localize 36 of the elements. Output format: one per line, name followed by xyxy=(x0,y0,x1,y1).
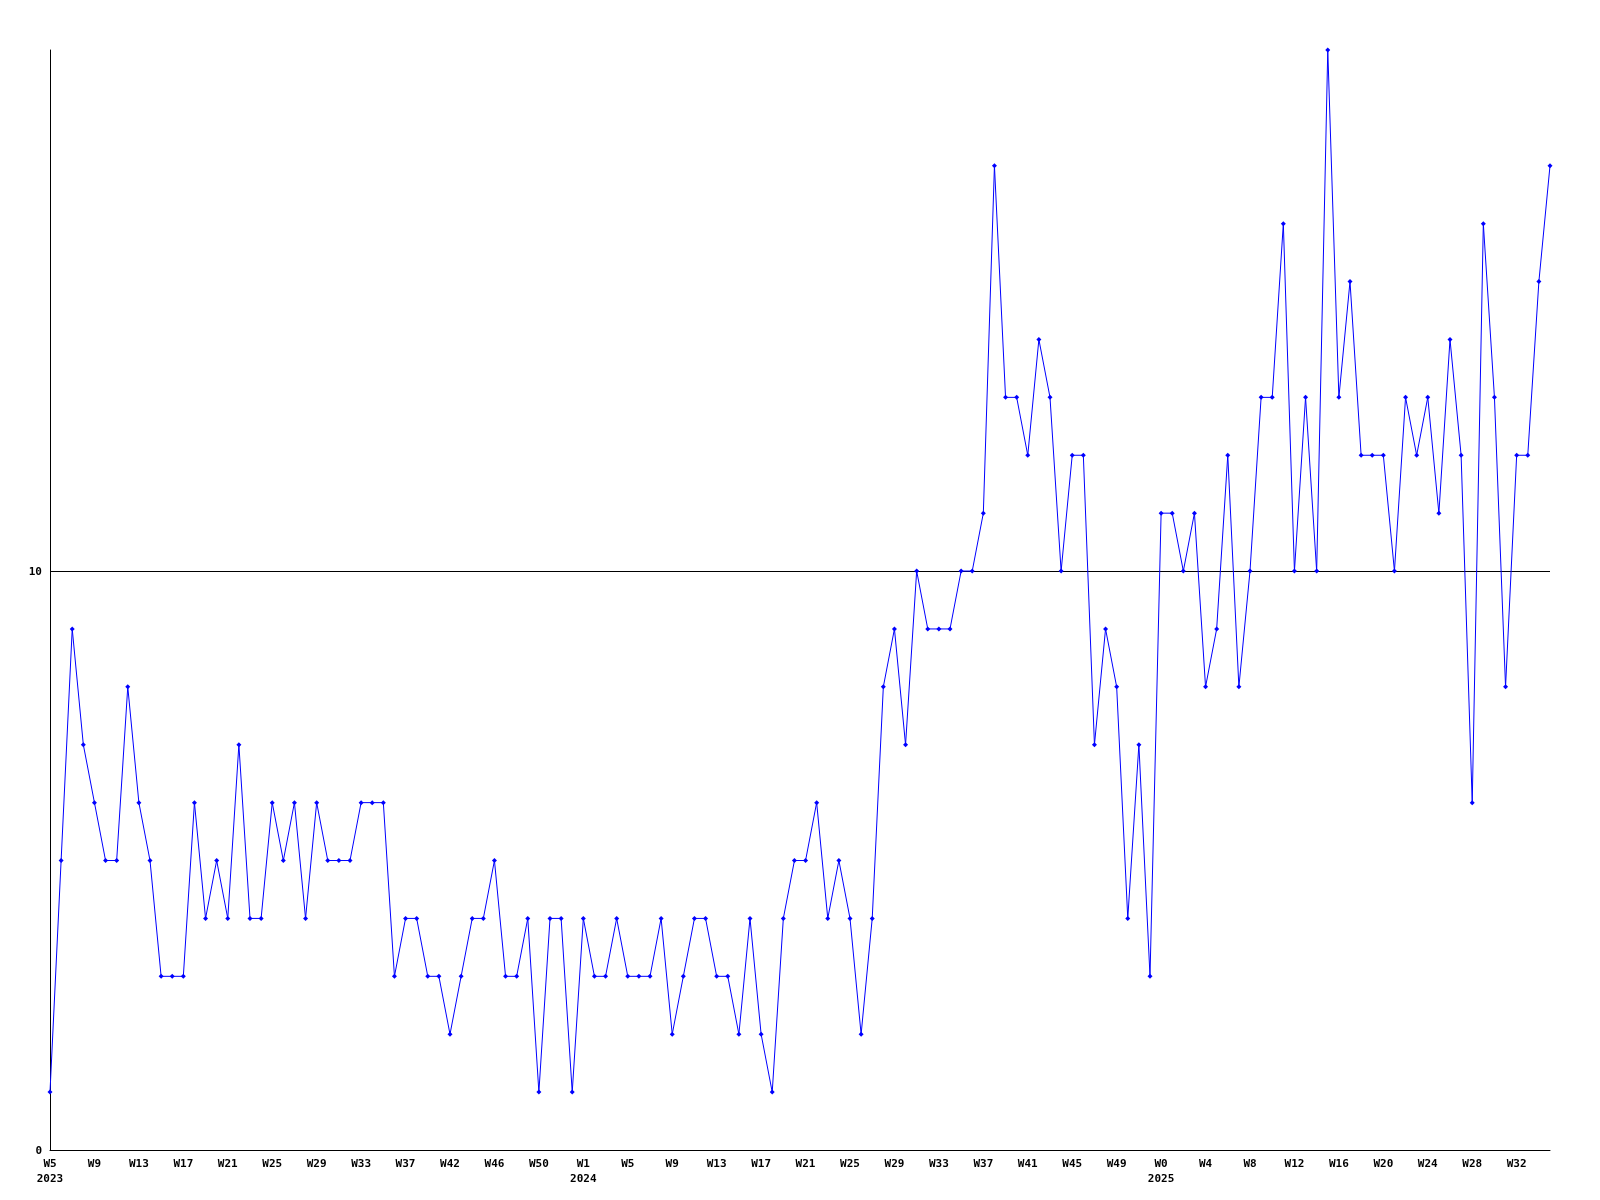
x-tick-label: W21 xyxy=(795,1157,816,1170)
x-tick-label: W13 xyxy=(706,1157,727,1170)
x-tick-label: W9 xyxy=(665,1157,679,1170)
x-tick-label: W21 xyxy=(217,1157,239,1170)
x-tick-label: W37 xyxy=(395,1157,416,1170)
x-tick-label: W25 xyxy=(840,1157,860,1170)
x-tick-label: W29 xyxy=(306,1157,327,1170)
x-tick-label: W33 xyxy=(351,1157,372,1170)
x-tick-label: W9 xyxy=(87,1157,102,1170)
y-tick-label: 10 xyxy=(28,564,42,578)
x-tick-label: W25 xyxy=(262,1157,283,1170)
x-tick-label: W33 xyxy=(928,1157,949,1170)
y-tick-label: 0 xyxy=(35,1143,42,1157)
x-tick-label: W50 xyxy=(528,1157,549,1170)
x-tick-label: W5 2023 xyxy=(36,1157,64,1185)
x-tick-label: W17 xyxy=(173,1157,194,1170)
x-tick-label: W17 xyxy=(751,1157,772,1170)
x-tick-label: W13 xyxy=(128,1157,149,1170)
x-tick-label: W24 xyxy=(1417,1157,1439,1170)
x-tick-label: W32 xyxy=(1506,1157,1527,1170)
x-tick-label: W42 xyxy=(440,1157,460,1170)
x-tick-label: W1 2024 xyxy=(570,1157,597,1185)
x-tick-label: W28 xyxy=(1462,1157,1483,1170)
x-tick-label: W20 xyxy=(1373,1157,1394,1170)
x-tick-label: W12 xyxy=(1284,1157,1305,1170)
x-tick-label: W29 xyxy=(884,1157,905,1170)
x-tick-label: W8 xyxy=(1243,1157,1257,1170)
x-tick-label: W45 xyxy=(1062,1157,1083,1170)
x-tick-label: W49 xyxy=(1106,1157,1127,1170)
x-tick-label: W41 xyxy=(1017,1157,1039,1170)
x-tick-label: W37 xyxy=(973,1157,994,1170)
x-tick-label: W0 2025 xyxy=(1147,1157,1175,1185)
x-tick-label: W46 xyxy=(484,1157,505,1170)
x-tick-label: W5 xyxy=(621,1157,635,1170)
x-tick-label: W16 xyxy=(1328,1157,1350,1170)
x-tick-label: W4 xyxy=(1198,1157,1213,1170)
